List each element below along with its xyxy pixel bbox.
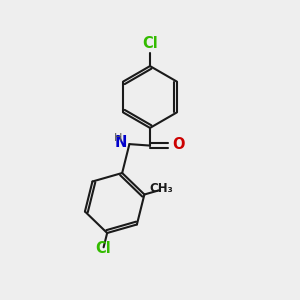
Text: N: N [115,135,127,150]
Text: H: H [114,133,122,142]
Text: Cl: Cl [142,36,158,51]
Text: Cl: Cl [95,241,111,256]
Text: O: O [172,136,184,152]
Text: CH₃: CH₃ [149,182,173,195]
